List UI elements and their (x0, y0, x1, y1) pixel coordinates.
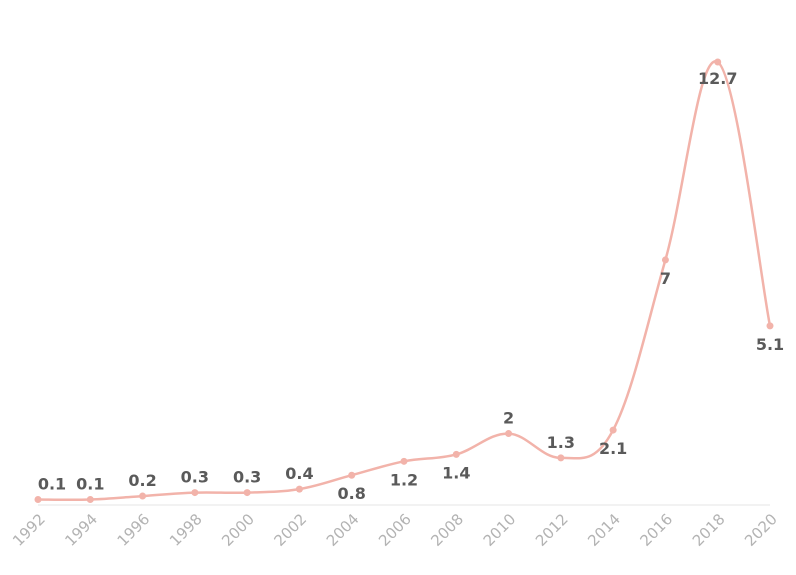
x-axis-ticks: 1992 1994 1996 1998 2000 2002 2004 2006 2008 2010… (9, 510, 781, 550)
data-labels: 0.1 0.1 0.2 0.3 0.3 0.4 0.8 1.2 1.4 2 1.3 2.1 7 12.7 5… (38, 69, 784, 503)
x-tick-label-2018: 2018 (689, 510, 729, 550)
x-tick-label-2004: 2004 (323, 510, 363, 550)
data-label-2004: 0.8 (338, 484, 366, 503)
data-point-2000 (243, 489, 251, 497)
data-label-1998: 0.3 (181, 468, 209, 487)
x-tick-label-2020: 2020 (741, 510, 781, 550)
data-point-2012 (557, 454, 565, 462)
data-point-2006 (400, 457, 408, 465)
x-tick-label-2016: 2016 (637, 510, 677, 550)
data-label-1994: 0.1 (76, 475, 104, 494)
data-label-2000: 0.3 (233, 468, 261, 487)
data-point-2008 (452, 450, 460, 458)
data-point-2004 (348, 471, 356, 479)
x-tick-label-2000: 2000 (218, 510, 258, 550)
data-point-1996 (139, 492, 147, 500)
x-tick-label-2002: 2002 (271, 510, 311, 550)
data-label-2020: 5.1 (756, 335, 784, 354)
data-point-2010 (505, 430, 513, 438)
data-point-2002 (295, 485, 303, 493)
data-label-1996: 0.2 (128, 471, 156, 490)
data-label-1992: 0.1 (38, 475, 66, 494)
data-label-2010: 2 (503, 409, 514, 428)
data-label-2016: 7 (660, 269, 671, 288)
data-point-1998 (191, 489, 199, 497)
data-point-2020 (766, 322, 774, 330)
data-label-2008: 1.4 (442, 463, 470, 482)
data-point-1992 (34, 496, 42, 504)
series-line (36, 60, 772, 502)
data-point-2018 (714, 58, 722, 66)
x-tick-label-2012: 2012 (532, 510, 572, 550)
x-tick-label-1992: 1992 (9, 510, 49, 550)
x-tick-label-2014: 2014 (584, 510, 624, 550)
data-point-2014 (609, 426, 617, 434)
data-label-2018: 12.7 (698, 69, 737, 88)
x-tick-label-2006: 2006 (375, 510, 415, 550)
data-label-2006: 1.2 (390, 470, 418, 489)
x-tick-label-2008: 2008 (427, 510, 467, 550)
data-points (34, 58, 774, 504)
data-label-2014: 2.1 (599, 439, 627, 458)
data-label-2012: 1.3 (547, 433, 575, 452)
x-tick-label-2010: 2010 (480, 510, 520, 550)
x-tick-label-1998: 1998 (166, 510, 206, 550)
data-point-1994 (86, 496, 94, 504)
data-point-2016 (661, 256, 669, 264)
x-tick-label-1996: 1996 (114, 510, 154, 550)
x-tick-label-1994: 1994 (61, 510, 101, 550)
data-label-2002: 0.4 (285, 464, 313, 483)
